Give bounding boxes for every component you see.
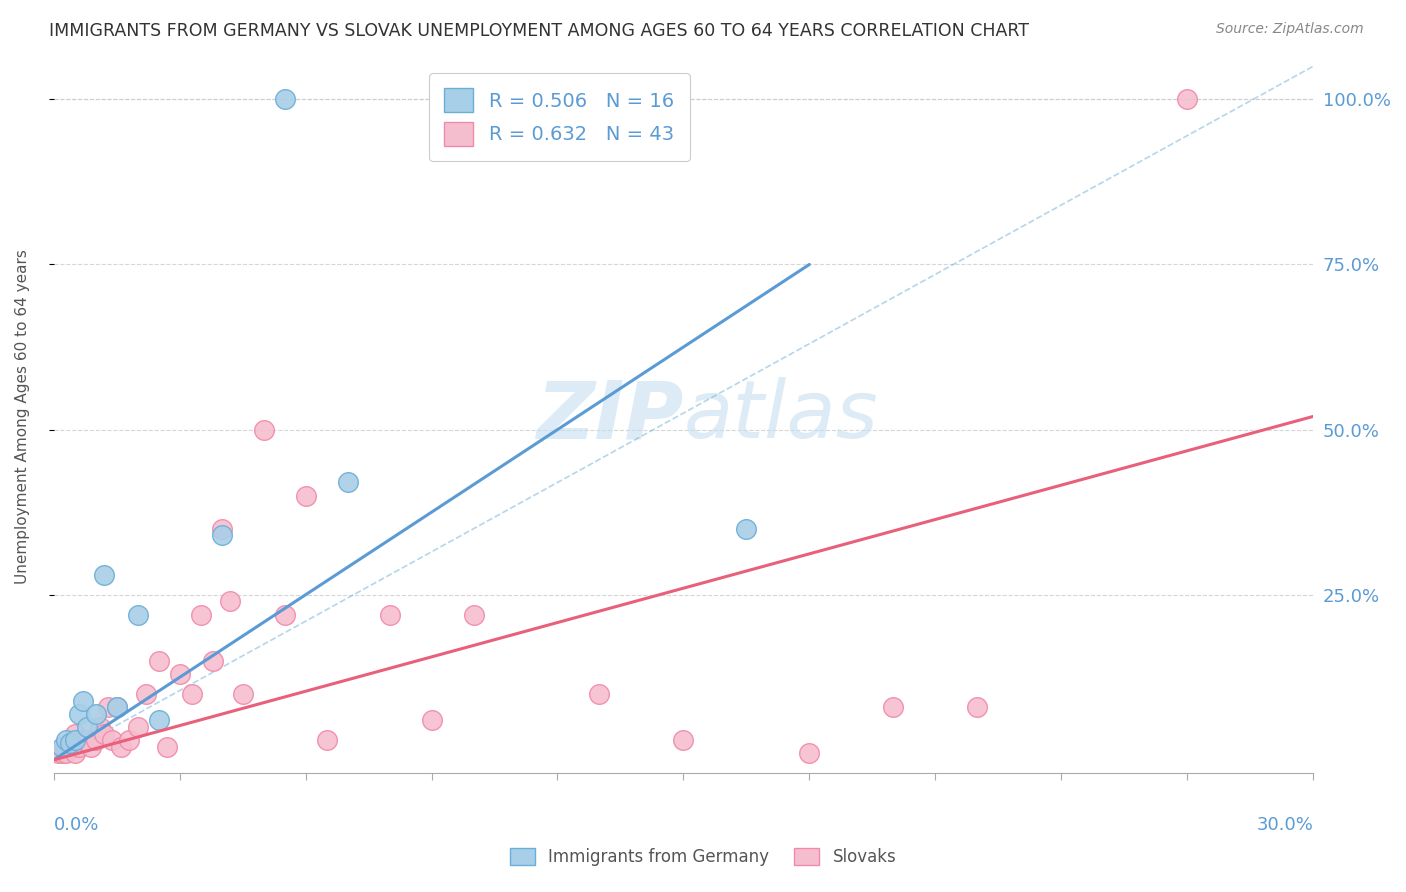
Point — [882, 700, 904, 714]
Point — [46, 747, 69, 761]
Point — [101, 733, 124, 747]
Text: ZIP: ZIP — [536, 377, 683, 456]
Point — [76, 720, 98, 734]
Text: atlas: atlas — [683, 377, 879, 456]
Point — [1175, 92, 1198, 106]
Point — [127, 607, 149, 622]
Point — [315, 733, 337, 747]
Point — [156, 739, 179, 754]
Point — [420, 714, 443, 728]
Point — [735, 522, 758, 536]
Point — [51, 739, 73, 754]
Text: 0.0%: 0.0% — [53, 816, 98, 834]
Point — [97, 700, 120, 714]
Legend: R = 0.506   N = 16, R = 0.632   N = 43: R = 0.506 N = 16, R = 0.632 N = 43 — [429, 73, 689, 161]
Point — [110, 739, 132, 754]
Point — [148, 714, 170, 728]
Legend: Immigrants from Germany, Slovaks: Immigrants from Germany, Slovaks — [502, 840, 904, 875]
Point — [93, 568, 115, 582]
Point — [799, 747, 821, 761]
Point — [232, 687, 254, 701]
Point — [59, 739, 82, 754]
Point — [67, 706, 90, 721]
Point — [672, 733, 695, 747]
Text: IMMIGRANTS FROM GERMANY VS SLOVAK UNEMPLOYMENT AMONG AGES 60 TO 64 YEARS CORRELA: IMMIGRANTS FROM GERMANY VS SLOVAK UNEMPL… — [49, 22, 1029, 40]
Point — [127, 720, 149, 734]
Point — [148, 654, 170, 668]
Point — [252, 423, 274, 437]
Point — [63, 747, 86, 761]
Point — [211, 522, 233, 536]
Point — [181, 687, 204, 701]
Point — [463, 607, 485, 622]
Point — [59, 736, 82, 750]
Point — [51, 747, 73, 761]
Point — [80, 739, 103, 754]
Point — [55, 733, 77, 747]
Text: 30.0%: 30.0% — [1257, 816, 1313, 834]
Point — [84, 733, 107, 747]
Point — [202, 654, 225, 668]
Point — [55, 739, 77, 754]
Point — [118, 733, 141, 747]
Point — [55, 747, 77, 761]
Point — [89, 720, 111, 734]
Point — [169, 667, 191, 681]
Point — [588, 687, 610, 701]
Point — [76, 733, 98, 747]
Y-axis label: Unemployment Among Ages 60 to 64 years: Unemployment Among Ages 60 to 64 years — [15, 249, 30, 584]
Point — [72, 693, 94, 707]
Point — [67, 739, 90, 754]
Point — [72, 733, 94, 747]
Point — [211, 528, 233, 542]
Point — [84, 706, 107, 721]
Point — [105, 700, 128, 714]
Point — [93, 726, 115, 740]
Point — [63, 726, 86, 740]
Point — [336, 475, 359, 490]
Point — [378, 607, 401, 622]
Point — [966, 700, 988, 714]
Point — [190, 607, 212, 622]
Point — [219, 594, 242, 608]
Point — [63, 733, 86, 747]
Point — [273, 607, 295, 622]
Point — [294, 489, 316, 503]
Point — [273, 92, 295, 106]
Text: Source: ZipAtlas.com: Source: ZipAtlas.com — [1216, 22, 1364, 37]
Point — [105, 700, 128, 714]
Point — [135, 687, 157, 701]
